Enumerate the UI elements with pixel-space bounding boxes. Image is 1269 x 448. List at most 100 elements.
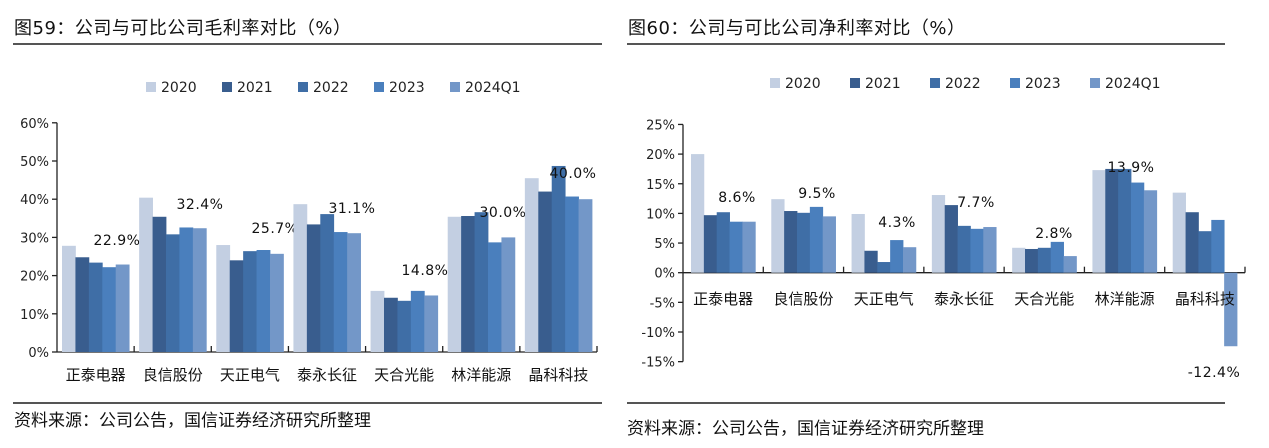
bar-2021-正泰电器 [75, 257, 90, 352]
y-tick-label: 60% [20, 117, 49, 132]
bar-2024Q1-天合光能 [1063, 256, 1077, 273]
x-tick-label: 林洋能源 [451, 366, 511, 384]
x-tick-label: 天合光能 [374, 366, 434, 384]
bar-2023-正泰电器 [102, 267, 117, 352]
data-label: 4.3% [878, 215, 916, 231]
x-tick-label: 天正电气 [854, 290, 914, 308]
source-rule [13, 402, 602, 404]
bar-2024Q1-正泰电器 [115, 264, 130, 352]
data-label: -12.4% [1188, 365, 1241, 381]
bar-2023-林洋能源 [488, 242, 502, 352]
bar-2023-天合光能 [410, 290, 425, 352]
bar-2023-泰永长征 [333, 232, 348, 352]
y-tick-label: 40% [20, 193, 49, 208]
bar-2023-泰永长征 [970, 228, 984, 273]
gross-margin-panel: 图59：公司与可比公司毛利率对比（%） 2020 2021 2022 2023 2024… [0, 0, 620, 448]
legend-swatch-2023 [374, 82, 384, 92]
legend-label-2020: 2020 [161, 80, 197, 96]
bar-2024Q1-正泰电器 [742, 221, 756, 273]
x-tick-label: 正泰电器 [693, 290, 753, 308]
data-label: 7.7% [957, 195, 995, 211]
bar-2021-林洋能源 [1105, 168, 1119, 273]
bar-2024Q1-泰永长征 [983, 227, 997, 273]
bar-2024Q1-天正电气 [903, 247, 917, 273]
bar-2020-泰永长征 [931, 195, 946, 273]
y-tick-label: 25% [646, 118, 675, 133]
bar-2024Q1-晶科科技 [578, 199, 593, 352]
bar-2022-天正电气 [877, 262, 891, 273]
bar-2022-晶科科技 [1198, 231, 1212, 273]
x-tick-label: 泰永长征 [297, 366, 357, 384]
legend-label-2020: 2020 [785, 76, 821, 92]
data-label: 14.8% [402, 263, 449, 279]
source-note: 资料来源：公司公告，国信证券经济研究所整理 [14, 411, 371, 431]
bar-2020-良信股份 [139, 197, 153, 352]
bar-2020-林洋能源 [1092, 170, 1106, 273]
legend-swatch-2020 [146, 82, 156, 92]
y-tick-label: 50% [20, 155, 49, 170]
y-tick-label: -15% [641, 356, 675, 371]
legend-swatch-2022 [298, 82, 308, 92]
bar-2023-晶科科技 [565, 196, 579, 352]
data-label: 30.0% [480, 205, 527, 221]
net-margin-panel: 图60：公司与可比公司净利率对比（%） 2020 2021 2022 2023 2024… [620, 0, 1269, 448]
bar-2022-林洋能源 [474, 212, 489, 352]
y-tick-label: 20% [20, 270, 49, 285]
legend-swatch-2022 [930, 78, 940, 88]
x-tick-label: 林洋能源 [1095, 290, 1155, 308]
data-label: 13.9% [1108, 160, 1155, 176]
bar-2021-天合光能 [1025, 248, 1039, 273]
data-label: 8.6% [718, 190, 756, 206]
bar-2022-天合光能 [1037, 247, 1052, 273]
bar-2021-晶科科技 [1185, 212, 1199, 273]
bar-2024Q1-天正电气 [270, 253, 284, 352]
bar-2022-正泰电器 [88, 262, 103, 352]
bar-2023-天正电气 [256, 250, 271, 352]
bar-2023-良信股份 [809, 206, 824, 273]
bar-2022-林洋能源 [1118, 168, 1132, 273]
legend-swatch-2023 [1010, 78, 1020, 88]
bar-2022-泰永长征 [320, 214, 335, 352]
bar-2020-天合光能 [1012, 247, 1026, 273]
bar-2022-良信股份 [797, 212, 811, 273]
bar-2023-天合光能 [1050, 241, 1064, 273]
legend-swatch-2021 [222, 82, 232, 92]
bar-2020-林洋能源 [447, 216, 462, 352]
x-tick-label: 良信股份 [773, 290, 833, 308]
x-tick-label: 晶科科技 [1175, 290, 1235, 308]
y-tick-label: 5% [654, 237, 675, 252]
x-tick-label: 晶科科技 [528, 366, 588, 384]
bar-2020-天正电气 [216, 245, 231, 352]
data-label: 22.9% [94, 233, 141, 249]
bar-2020-正泰电器 [62, 245, 76, 352]
bar-2021-泰永长征 [944, 205, 958, 273]
x-tick-label: 天正电气 [220, 366, 280, 384]
y-tick-label: -5% [650, 296, 675, 311]
x-tick-label: 天合光能 [1014, 290, 1074, 308]
bar-2021-天合光能 [384, 297, 398, 352]
legend-label-2024Q1: 2024Q1 [465, 80, 521, 96]
bar-2022-泰永长征 [957, 225, 971, 273]
legend-label-2022: 2022 [313, 80, 349, 96]
gross-margin-chart: 2020 2021 2022 2023 2024Q1 0% 10% 20% 30% 40% 50% 6… [20, 80, 598, 384]
x-tick-label: 正泰电器 [66, 366, 126, 384]
bar-2021-良信股份 [784, 211, 798, 273]
legend-swatch-2024Q1 [1090, 78, 1100, 88]
y-tick-label: 10% [20, 308, 49, 323]
x-tick-label: 良信股份 [143, 366, 203, 384]
title-rule [13, 43, 602, 45]
bar-2024Q1-良信股份 [192, 228, 207, 352]
bar-2022-晶科科技 [551, 165, 566, 352]
bar-2021-良信股份 [152, 216, 167, 352]
legend-label-2024Q1: 2024Q1 [1105, 76, 1161, 92]
bar-2024Q1-晶科科技 [1224, 272, 1238, 347]
bar-2024Q1-泰永长征 [347, 233, 361, 352]
bar-2024Q1-天合光能 [424, 295, 439, 352]
bar-2020-正泰电器 [691, 154, 705, 273]
bar-2021-天正电气 [864, 250, 878, 273]
bar-2024Q1-良信股份 [822, 216, 836, 273]
y-tick-label: 20% [646, 148, 675, 163]
bar-2023-良信股份 [179, 227, 194, 352]
bar-2023-林洋能源 [1131, 182, 1145, 273]
bar-2024Q1-林洋能源 [501, 237, 516, 352]
